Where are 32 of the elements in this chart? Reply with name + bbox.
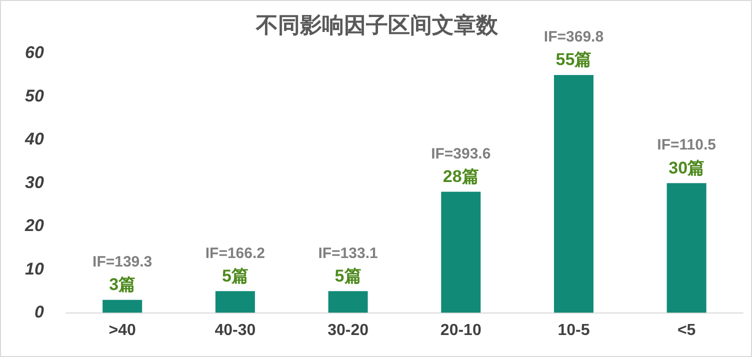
bar: [102, 300, 142, 313]
annotation: IF=133.1: [318, 244, 378, 262]
y-tick-label: 40: [24, 130, 44, 149]
x-tick-label: >40: [108, 322, 136, 339]
y-tick-label: 20: [24, 216, 44, 236]
annotation: IF=139.3: [92, 253, 152, 270]
data-label: 5篇: [334, 266, 362, 286]
y-tick-label: 60: [24, 43, 44, 62]
bar: [554, 75, 594, 313]
y-tick-label: 10: [24, 259, 44, 278]
y-tick-label: 0: [34, 302, 44, 322]
annotation: IF=393.6: [431, 145, 491, 162]
data-label: 28篇: [442, 166, 479, 186]
y-tick-label: 50: [24, 86, 44, 106]
data-label: 5篇: [222, 266, 248, 286]
data-label: 30篇: [668, 158, 705, 178]
y-tick-label: 30: [24, 172, 44, 192]
bar: [666, 183, 706, 313]
x-tick-label: 30-20: [328, 322, 369, 339]
annotation: IF=369.8: [544, 28, 604, 46]
annotation: IF=110.5: [657, 136, 716, 154]
bar: [215, 291, 255, 313]
bar: [441, 192, 481, 313]
x-tick-label: 20-10: [440, 322, 482, 339]
x-tick-label: 10-5: [558, 322, 590, 339]
chart-title: 不同影响因子区间文章数: [255, 12, 499, 38]
data-label: 3篇: [109, 275, 136, 294]
x-tick-label: <5: [677, 322, 696, 339]
x-tick-label: 40-30: [214, 322, 256, 339]
data-label: 55篇: [556, 50, 592, 70]
bar: [328, 291, 368, 313]
annotation: IF=166.2: [205, 244, 265, 262]
